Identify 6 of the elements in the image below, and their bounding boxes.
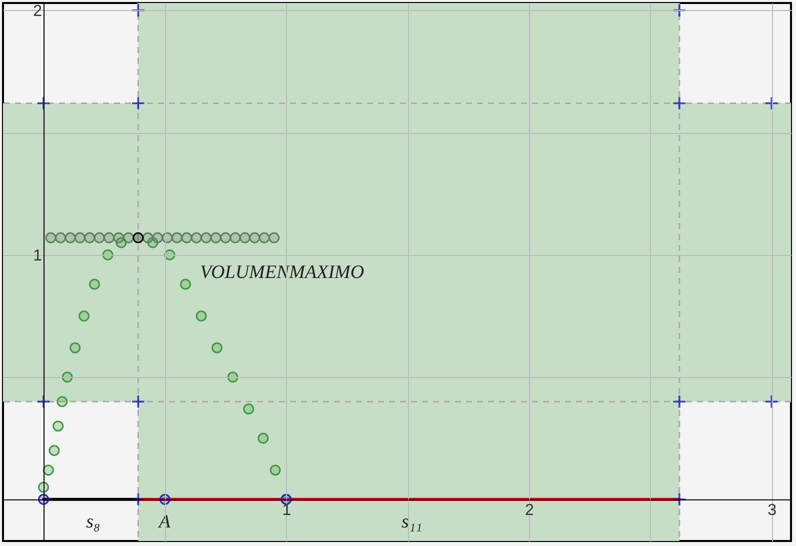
x-tick-label: 3 [768, 502, 777, 519]
x-tick-label: 2 [524, 502, 534, 519]
annotation: s₁₁ [402, 511, 422, 532]
x-tick-label: 1 [282, 502, 292, 519]
annotation: VOLUMENMAXIMO [200, 262, 364, 283]
annotation: s₈ [86, 511, 100, 532]
